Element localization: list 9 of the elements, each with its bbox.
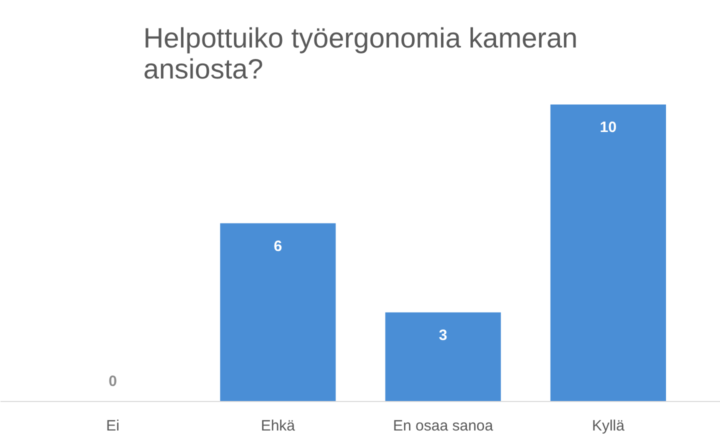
chart-title: Helpottuiko työergonomia kameran ansiosta?	[143, 22, 578, 84]
x-tick-label: Kyllä	[592, 418, 626, 434]
x-tick-label: Ehkä	[260, 418, 296, 434]
x-tick-label: En osaa sanoa	[393, 418, 494, 434]
data-label: 10	[600, 119, 617, 136]
x-tick-label: Ei	[106, 418, 120, 434]
data-label: 0	[108, 373, 117, 390]
data-label: 6	[274, 238, 282, 255]
data-label: 3	[438, 326, 448, 344]
